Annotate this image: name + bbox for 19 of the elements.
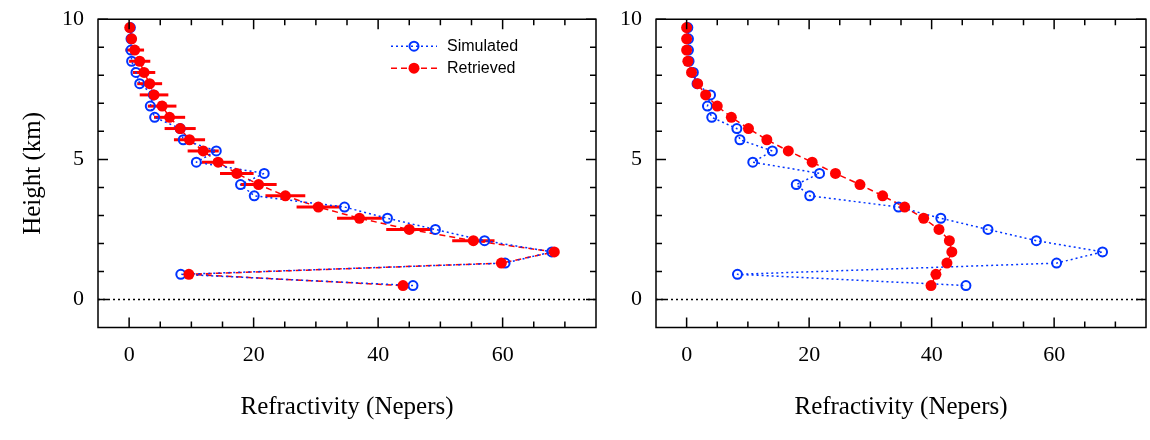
x-tick-label: 40	[920, 340, 943, 366]
x-tick-label: 40	[367, 340, 390, 366]
y-tick-label: 10	[620, 4, 642, 30]
x-axis-title: Refractivity (Nepers)	[794, 391, 1008, 420]
y-tick-label: 0	[73, 285, 84, 311]
x-tick-label: 0	[123, 340, 135, 366]
x-tick-label: 20	[242, 340, 265, 366]
y-tick-label: 0	[631, 285, 642, 311]
x-axis-title: Refractivity (Nepers)	[240, 391, 454, 420]
legend-label: Simulated	[447, 36, 519, 54]
y-tick-label: 5	[73, 145, 84, 171]
x-tick-label: 60	[491, 340, 514, 366]
x-tick-label: 20	[798, 340, 821, 366]
x-tick-label: 0	[681, 340, 693, 366]
y-tick-label: 10	[62, 4, 84, 30]
x-tick-label: 60	[1043, 340, 1066, 366]
y-axis-title: Height (km)	[17, 111, 46, 235]
y-tick-label: 5	[631, 145, 642, 171]
legend-label: Retrieved	[447, 58, 516, 76]
